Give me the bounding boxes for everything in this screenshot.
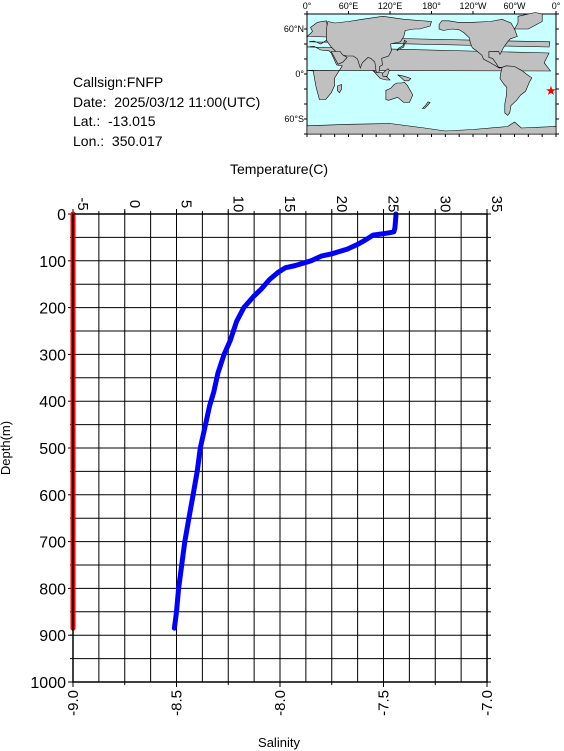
temperature-tick-label: 30 bbox=[436, 196, 453, 213]
map-land-madagascar bbox=[337, 84, 342, 94]
longitude-text: Lon.: 350.017 bbox=[73, 132, 163, 149]
depth-tick-label: 400 bbox=[39, 394, 66, 411]
date-text: Date: 2025/03/12 11:00(UTC) bbox=[73, 93, 261, 110]
temperature-ticks: -5 0 5 10 15 20 25 30 35 bbox=[72, 196, 505, 214]
depth-tick-label: 900 bbox=[39, 628, 66, 645]
map-lon-tick-label: 120°E bbox=[378, 1, 403, 11]
map-lon-tick-label: 60°W bbox=[503, 1, 526, 11]
depth-tick-label: 800 bbox=[39, 581, 66, 598]
map-land-borneo bbox=[382, 68, 390, 77]
salinity-tick-label: -8.0 bbox=[272, 690, 289, 716]
depth-ticks: 0 100 200 300 400 500 600 700 800 900 1000 bbox=[30, 207, 491, 692]
salinity-tick-label: -7.0 bbox=[479, 690, 496, 716]
map-latitude-ticks: 60°N 0° 60°S bbox=[284, 13, 559, 135]
plot-frame bbox=[72, 213, 488, 683]
salinity-ticks: -9.0 -8.5 -8.0 -7.5 -7.0 bbox=[65, 682, 496, 716]
map-lat-tick-label: 60°N bbox=[284, 24, 304, 34]
map-lon-tick-label: 120°W bbox=[459, 1, 487, 11]
temperature-tick-label: 0 bbox=[126, 200, 143, 208]
map-land-south-america bbox=[499, 65, 533, 116]
depth-tick-label: 500 bbox=[39, 441, 66, 458]
map-lon-tick-label: 0° bbox=[303, 1, 312, 11]
star-icon: ★ bbox=[545, 83, 557, 98]
map-land-indonesia bbox=[372, 70, 391, 81]
map-lat-tick-label: 60°S bbox=[284, 114, 304, 124]
map-lon-tick-label: 0° bbox=[552, 1, 561, 11]
temperature-tick-label: -5 bbox=[74, 197, 91, 210]
temperature-tick-label: 10 bbox=[229, 196, 246, 213]
map-land-australia bbox=[385, 81, 414, 103]
depth-axis-title: Depth(m) bbox=[0, 421, 13, 475]
map-land-asia bbox=[326, 15, 432, 74]
depth-tick-label: 300 bbox=[39, 347, 66, 364]
salinity-axis-title: Salinity bbox=[258, 735, 300, 750]
chart-grid bbox=[72, 213, 488, 683]
salinity-tick-label: -8.5 bbox=[169, 690, 186, 716]
map-land-arabia bbox=[330, 51, 348, 65]
depth-tick-label: 1000 bbox=[30, 675, 66, 692]
temperature-tick-label: 35 bbox=[488, 196, 505, 213]
depth-tick-label: 100 bbox=[39, 254, 66, 271]
salinity-tick-label: -9.0 bbox=[65, 690, 82, 716]
map-land-japan bbox=[396, 39, 408, 52]
latitude-text: Lat.: -13.015 bbox=[73, 113, 156, 129]
salinity-tick-label: -7.5 bbox=[376, 690, 393, 716]
temperature-tick-label: 25 bbox=[385, 196, 402, 213]
map-land-north-america bbox=[438, 18, 518, 69]
depth-tick-label: 0 bbox=[57, 207, 66, 224]
map-lon-tick-label: 180° bbox=[422, 1, 441, 11]
callsign-text: Callsign:FNFP bbox=[73, 74, 164, 90]
temperature-tick-label: 20 bbox=[333, 196, 350, 213]
temperature-tick-label: 15 bbox=[281, 196, 298, 213]
temperature-axis-title: Temperature(C) bbox=[230, 161, 328, 177]
map-land bbox=[306, 12, 557, 135]
map-land-greenland bbox=[513, 12, 543, 30]
depth-tick-label: 200 bbox=[39, 301, 66, 318]
temperature-tick-label: 5 bbox=[178, 200, 195, 208]
temperature-profile-line bbox=[171, 211, 399, 631]
map-land-new-guinea bbox=[397, 74, 412, 82]
station-info: Callsign:FNFP Date: 2025/03/12 11:00(UTC… bbox=[73, 73, 260, 151]
depth-tick-label: 700 bbox=[39, 535, 66, 552]
map-lat-tick-label: 0° bbox=[295, 69, 304, 79]
profile-series bbox=[70, 211, 399, 631]
map-lon-tick-label: 60°E bbox=[339, 1, 359, 11]
depth-tick-label: 600 bbox=[39, 488, 66, 505]
map-land-new-zealand bbox=[421, 101, 431, 109]
